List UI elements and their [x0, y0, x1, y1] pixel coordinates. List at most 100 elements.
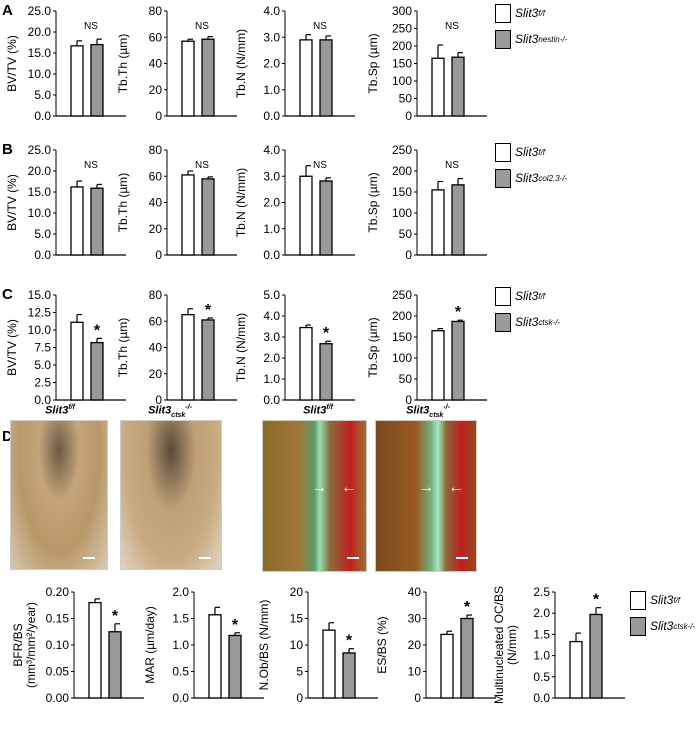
y-tick-label: 3.0: [263, 169, 280, 183]
y-tick-label: 20: [290, 585, 304, 599]
y-tick-label: 0.0: [34, 109, 51, 123]
bar-ko: [319, 180, 333, 256]
y-tick-label: 0: [296, 691, 303, 705]
y-tick-label: 20: [149, 83, 163, 97]
y-tick-label: 60: [149, 169, 163, 183]
y-tick-label: 1.0: [263, 222, 280, 236]
bar-wt: [208, 614, 222, 699]
bar-ko: [201, 178, 215, 256]
y-axis-label: Tb.Th (µm): [116, 318, 130, 378]
significance-label: NS: [84, 21, 98, 32]
y-tick-label: 0.0: [263, 248, 280, 262]
y-tick-label: 40: [149, 341, 163, 355]
y-axis-label: BV/TV (%): [5, 35, 19, 92]
bar-wt: [299, 175, 313, 256]
panel-label-c: C: [2, 286, 13, 303]
bar-ko: [451, 56, 465, 117]
fluorescence-image-wt: → ←: [262, 420, 367, 572]
y-tick-label: 2.0: [172, 585, 189, 599]
y-tick-label: 2.0: [263, 196, 280, 210]
y-tick-label: 100: [392, 206, 412, 220]
scale-bar: [199, 557, 211, 559]
y-tick-label: 2.0: [533, 606, 550, 620]
y-tick-label: 0.0: [172, 691, 189, 705]
y-tick-label: 60: [149, 314, 163, 328]
bar-wt: [88, 601, 102, 699]
significance-star: *: [593, 592, 600, 609]
image-label-text: Slit3: [148, 404, 172, 417]
legend-swatch-wt: [630, 590, 646, 610]
image-label-sub: ctsk: [171, 411, 186, 419]
legend-wt: Slit3: [515, 289, 539, 303]
y-tick-label: 5.0: [263, 288, 280, 302]
arrow-left-icon: ←: [341, 479, 357, 496]
y-tick-label: 150: [392, 57, 412, 71]
legend-sub: col2.3: [538, 173, 560, 183]
bar-wt: [181, 40, 195, 117]
arrow-right-icon: →: [418, 479, 434, 496]
legend-a: Slit3 f/f Slit3 nestin -/-: [495, 3, 567, 55]
bar-wt: [181, 174, 195, 256]
bar-wt: [70, 321, 84, 401]
legend-swatch-ko: [495, 29, 511, 49]
histology-image-ko: [120, 420, 222, 570]
y-tick-label: 3.0: [263, 30, 280, 44]
y-tick-label: 2.5: [533, 585, 550, 599]
bar-wt: [431, 57, 445, 117]
legend-sup: -/-: [559, 34, 568, 44]
image-label-ko-fluorescence: Slit3ctsk-/-: [378, 404, 478, 419]
legend-sup: f/f: [538, 291, 546, 301]
y-tick-label: 0.0: [263, 109, 280, 123]
bar-ko: [589, 613, 603, 699]
bar-wt: [70, 186, 84, 256]
y-tick-label: 40: [149, 196, 163, 210]
y-tick-label: 300: [392, 4, 412, 18]
y-tick-label: 1.0: [172, 638, 189, 652]
y-tick-label: 10: [408, 665, 422, 679]
legend-sup: -/-: [687, 621, 696, 631]
significance-label: NS: [84, 160, 98, 171]
image-label-sup: f/f: [326, 404, 333, 411]
bar-ko: [90, 187, 104, 256]
panel-label-d: D: [2, 428, 13, 445]
y-tick-label: 1.5: [172, 612, 189, 626]
y-tick-label: 50: [399, 372, 413, 386]
y-tick-label: 0.0: [34, 248, 51, 262]
y-tick-label: 0.05: [46, 665, 70, 679]
bar-wt: [569, 640, 583, 699]
legend-b: Slit3 f/f Slit3 col2.3 -/-: [495, 142, 567, 194]
bar-wt: [70, 45, 84, 117]
bar-ko: [108, 631, 122, 699]
legend-ko: Slit3: [515, 171, 539, 185]
image-label-sub: ctsk: [429, 411, 444, 419]
legend-wt: Slit3: [515, 6, 539, 20]
y-tick-label: 0.0: [533, 691, 550, 705]
panel-label-b: B: [2, 141, 13, 158]
legend-swatch-ko: [495, 168, 511, 188]
image-label-text: Slit3: [406, 404, 430, 417]
y-axis-label: Tb.Sp (µm): [366, 317, 380, 377]
y-tick-label: 250: [392, 143, 412, 157]
y-tick-label: 0.00: [46, 691, 70, 705]
arrow-left-icon: ←: [448, 479, 464, 496]
legend-ko: Slit3: [515, 315, 539, 329]
bar-ko: [201, 319, 215, 401]
y-tick-label: 10.0: [28, 206, 52, 220]
image-label-text: Slit3: [45, 404, 69, 417]
legend-swatch-wt: [495, 142, 511, 162]
bar-ko: [201, 38, 215, 117]
y-axis-label: Tb.N (N/mm): [234, 29, 248, 98]
significance-star: *: [323, 325, 330, 342]
y-tick-label: 2.5: [34, 376, 51, 390]
y-axis-label: Tb.N (N/mm): [234, 168, 248, 237]
y-axis-label: BV/TV (%): [5, 174, 19, 231]
y-tick-label: 12.5: [28, 306, 52, 320]
y-tick-label: 5: [296, 665, 303, 679]
y-tick-label: 40: [149, 57, 163, 71]
legend-sup: f/f: [673, 595, 681, 605]
legend-ko: Slit3: [515, 32, 539, 46]
image-label-wt-fluorescence: Slit3f/f: [268, 404, 368, 417]
significance-star: *: [205, 302, 212, 319]
